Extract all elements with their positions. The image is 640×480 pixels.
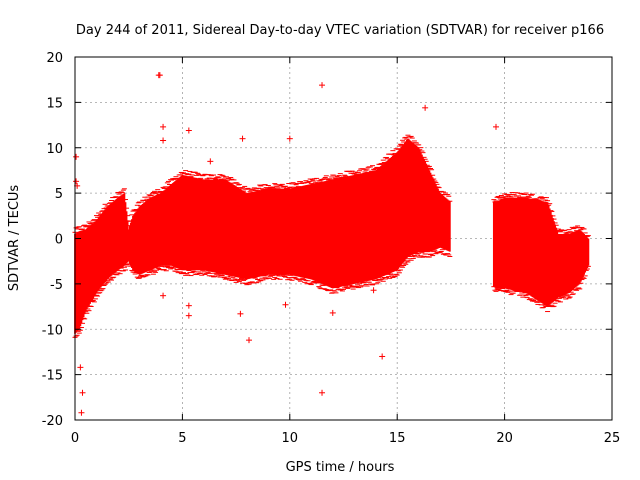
data-point — [73, 153, 80, 160]
data-point — [319, 389, 326, 396]
y-tick-label: 5 — [55, 187, 63, 202]
data-point — [379, 353, 386, 360]
x-tick-label: 15 — [389, 431, 406, 446]
data-point — [79, 389, 86, 396]
data-point — [160, 137, 167, 144]
data-point — [237, 310, 244, 317]
data-point — [282, 301, 289, 308]
data-point — [160, 123, 167, 130]
y-tick-label: -10 — [42, 323, 63, 338]
data-point — [185, 312, 192, 319]
x-axis-title: GPS time / hours — [286, 460, 395, 475]
x-tick-label: 25 — [604, 431, 621, 446]
x-tick-label: 20 — [496, 431, 513, 446]
y-tick-label: -5 — [50, 278, 63, 293]
data-point — [370, 287, 377, 294]
data-point — [160, 292, 167, 299]
axis-ticks: 0 5 10 15 20 25 -20 -15 -10 -5 0 5 10 15 20 — [42, 51, 621, 446]
data-point — [73, 178, 80, 185]
chart-title: Day 244 of 2011, Sidereal Day-to-day VTE… — [76, 23, 604, 38]
x-tick-label: 10 — [282, 431, 299, 446]
data-point — [286, 135, 293, 142]
y-axis-title: SDTVAR / TECUs — [7, 185, 22, 292]
data-point — [156, 72, 163, 79]
data-point — [319, 82, 326, 89]
data-point — [493, 123, 500, 130]
data-point — [329, 309, 336, 316]
y-tick-label: 0 — [55, 233, 63, 248]
y-tick-label: -15 — [42, 369, 63, 384]
data-point — [422, 104, 429, 111]
data-point — [207, 158, 214, 165]
y-tick-label: 20 — [46, 51, 63, 66]
data-point — [239, 135, 246, 142]
x-tick-label: 5 — [178, 431, 186, 446]
y-tick-label: -20 — [42, 414, 63, 429]
data-point — [78, 409, 85, 416]
data-point — [77, 364, 84, 371]
data-point — [245, 337, 252, 344]
data-point — [185, 127, 192, 134]
y-tick-label: 15 — [46, 96, 63, 111]
x-tick-label: 0 — [71, 431, 79, 446]
data-point — [185, 302, 192, 309]
data-series — [72, 72, 591, 416]
y-tick-label: 10 — [46, 142, 63, 157]
